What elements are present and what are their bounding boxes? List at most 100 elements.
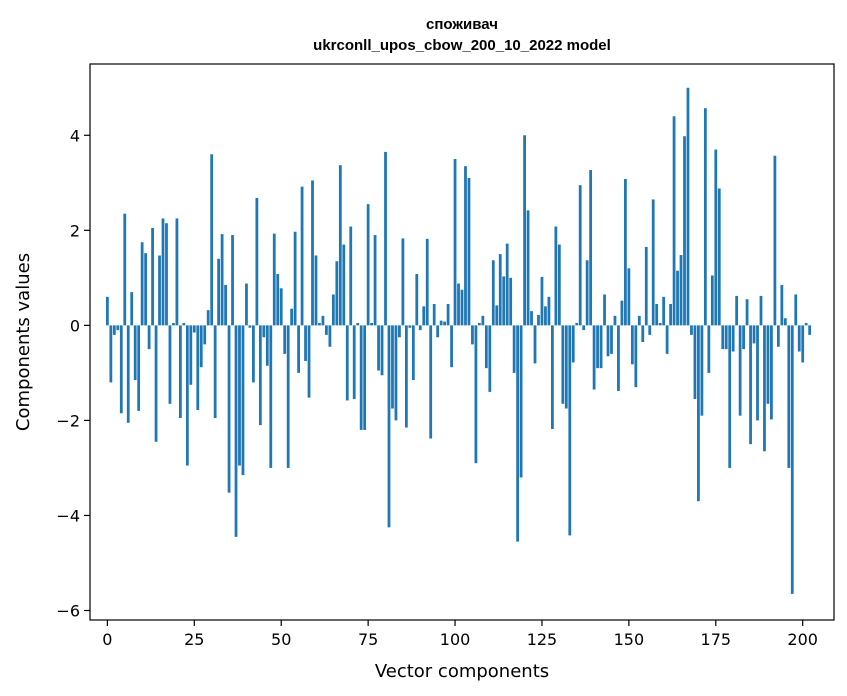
bar xyxy=(227,325,231,493)
bar xyxy=(258,325,262,426)
bar xyxy=(109,325,113,383)
bar xyxy=(634,325,638,388)
bar xyxy=(766,325,770,404)
bar xyxy=(523,135,526,326)
bar xyxy=(199,325,203,368)
bar xyxy=(724,325,728,350)
bar xyxy=(411,325,415,381)
bar xyxy=(234,325,238,537)
bar xyxy=(669,303,672,326)
bar xyxy=(245,283,248,326)
bar xyxy=(596,325,599,369)
bar xyxy=(265,325,269,366)
bar xyxy=(283,325,287,354)
bar xyxy=(418,325,422,331)
y-tick-label: −4 xyxy=(56,506,80,525)
bar xyxy=(686,87,690,326)
bar xyxy=(756,325,759,421)
bar xyxy=(168,325,172,404)
bar xyxy=(477,322,481,326)
bar xyxy=(359,325,363,430)
bar xyxy=(491,260,495,326)
bar xyxy=(488,325,492,392)
bar xyxy=(422,306,426,326)
bar xyxy=(808,325,812,335)
bar xyxy=(728,325,732,468)
y-tick-label: 2 xyxy=(70,221,80,240)
bar xyxy=(272,233,276,326)
bar xyxy=(697,325,700,502)
bar xyxy=(801,325,805,363)
bar xyxy=(432,303,436,326)
bar xyxy=(505,243,509,326)
bar xyxy=(408,325,412,328)
bar xyxy=(735,295,739,326)
bar xyxy=(147,325,151,350)
bar xyxy=(262,325,266,338)
bar xyxy=(151,227,154,326)
bar xyxy=(439,320,443,326)
bar xyxy=(502,276,506,326)
x-tick-label: 100 xyxy=(440,630,471,649)
bar xyxy=(189,325,193,385)
bar xyxy=(742,325,745,350)
bar xyxy=(398,325,401,338)
bars-group xyxy=(105,87,812,594)
bar xyxy=(544,306,547,326)
bar xyxy=(644,246,648,326)
bar xyxy=(130,292,134,326)
bar xyxy=(158,255,161,326)
bar xyxy=(179,325,182,419)
chart-title: споживач xyxy=(426,16,498,33)
bar xyxy=(547,296,551,326)
bar xyxy=(342,244,346,326)
y-tick-label: 0 xyxy=(70,316,80,335)
bar xyxy=(443,321,447,326)
bar xyxy=(717,188,721,326)
bar xyxy=(290,308,294,326)
bar xyxy=(624,179,627,326)
bar xyxy=(196,325,200,410)
bar xyxy=(610,325,613,354)
bar xyxy=(641,325,645,342)
bar xyxy=(606,325,610,357)
bar xyxy=(335,261,339,326)
bar xyxy=(794,294,798,326)
bar xyxy=(700,325,704,416)
bar xyxy=(453,159,457,326)
bar xyxy=(165,223,168,326)
bar xyxy=(679,255,683,326)
bar xyxy=(349,226,353,326)
bar xyxy=(338,165,342,326)
bar xyxy=(526,210,530,326)
bar xyxy=(773,155,777,326)
bar xyxy=(776,325,780,347)
bar xyxy=(690,325,693,335)
bar xyxy=(293,231,297,326)
bar xyxy=(575,322,579,326)
bar xyxy=(658,322,662,326)
bar xyxy=(415,274,419,326)
bar xyxy=(561,325,565,404)
bar xyxy=(185,325,189,466)
bar xyxy=(203,325,207,345)
chart-subtitle: ukrconll_upos_cbow_200_10_2022 model xyxy=(313,37,611,54)
bar xyxy=(119,325,123,414)
bar xyxy=(241,325,245,476)
bar xyxy=(370,322,373,326)
x-axis: 0 25 50 75 100 125 150 175 200 xyxy=(102,620,818,649)
bar xyxy=(436,325,440,338)
bar xyxy=(464,166,467,326)
bar xyxy=(676,270,679,326)
bar xyxy=(707,325,711,373)
bar xyxy=(554,226,558,326)
bar xyxy=(112,325,116,335)
bar xyxy=(627,268,631,326)
y-axis: −6 −4 −2 0 2 4 xyxy=(56,126,90,620)
bar xyxy=(498,254,502,326)
bar xyxy=(404,325,408,428)
bar xyxy=(182,322,186,326)
bar xyxy=(307,325,311,398)
bar xyxy=(175,218,179,326)
bar xyxy=(540,276,544,326)
